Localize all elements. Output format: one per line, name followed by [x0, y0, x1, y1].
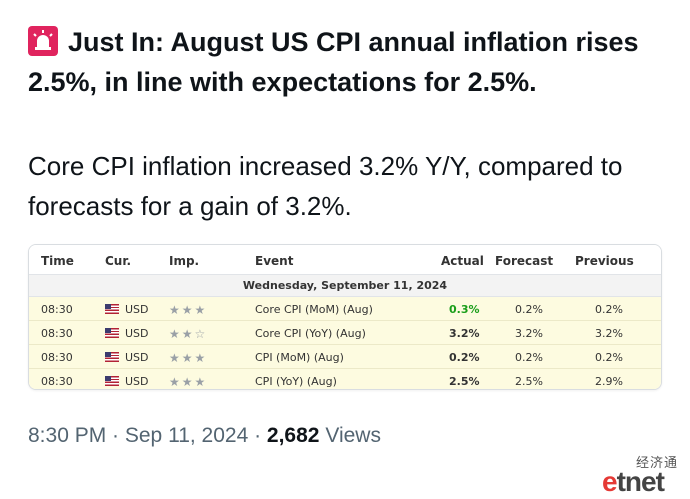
row-currency: USD [105, 351, 149, 364]
table-row[interactable]: 08:30 USD ★★☆ Core CPI (YoY) (Aug) 3.2% … [29, 321, 661, 345]
row-time: 08:30 [41, 351, 73, 364]
header-currency: Cur. [105, 254, 132, 268]
importance-stars-icon: ★★★ [169, 303, 208, 317]
row-currency: USD [105, 327, 149, 340]
us-flag-icon [105, 304, 119, 314]
post-headline: Just In: August US CPI annual inflation … [28, 22, 668, 102]
post-timestamp[interactable]: 8:30 PM · Sep 11, 2024 · [28, 424, 267, 447]
row-event[interactable]: CPI (MoM) (Aug) [255, 351, 344, 364]
row-event[interactable]: Core CPI (MoM) (Aug) [255, 303, 373, 316]
row-previous: 0.2% [595, 303, 623, 316]
row-event[interactable]: CPI (YoY) (Aug) [255, 375, 337, 388]
etnet-logo: etnet [602, 466, 665, 497]
row-actual: 0.2% [449, 351, 480, 364]
row-previous: 2.9% [595, 375, 623, 388]
headline-text: Just In: August US CPI annual inflation … [28, 27, 639, 97]
row-previous: 0.2% [595, 351, 623, 364]
table-row[interactable]: 08:30 USD ★★★ CPI (YoY) (Aug) 2.5% 2.5% … [29, 369, 661, 389]
row-actual: 2.5% [449, 375, 480, 388]
date-row: Wednesday, September 11, 2024 [29, 275, 661, 297]
us-flag-icon [105, 352, 119, 362]
importance-stars-icon: ★★☆ [169, 327, 208, 341]
row-forecast: 0.2% [515, 351, 543, 364]
row-forecast: 3.2% [515, 327, 543, 340]
post-meta: 8:30 PM · Sep 11, 2024 · 2,682 Views [28, 424, 381, 448]
header-time: Time [41, 254, 74, 268]
table-row[interactable]: 08:30 USD ★★★ Core CPI (MoM) (Aug) 0.3% … [29, 297, 661, 321]
post-body: Core CPI inflation increased 3.2% Y/Y, c… [28, 151, 623, 221]
row-previous: 3.2% [595, 327, 623, 340]
header-event: Event [255, 254, 294, 268]
table-row[interactable]: 08:30 USD ★★★ CPI (MoM) (Aug) 0.2% 0.2% … [29, 345, 661, 369]
importance-stars-icon: ★★★ [169, 375, 208, 389]
economic-calendar-table: Time Cur. Imp. Event Actual Forecast Pre… [28, 244, 662, 390]
watermark-chinese: 经济通 [636, 456, 679, 471]
row-actual: 0.3% [449, 303, 480, 316]
row-forecast: 2.5% [515, 375, 543, 388]
us-flag-icon [105, 376, 119, 386]
row-event[interactable]: Core CPI (YoY) (Aug) [255, 327, 366, 340]
row-actual: 3.2% [449, 327, 480, 340]
header-importance: Imp. [169, 254, 200, 268]
header-previous: Previous [575, 254, 634, 268]
row-time: 08:30 [41, 327, 73, 340]
importance-stars-icon: ★★★ [169, 351, 208, 365]
police-light-icon [28, 26, 58, 56]
header-forecast: Forecast [495, 254, 554, 268]
row-time: 08:30 [41, 303, 73, 316]
us-flag-icon [105, 328, 119, 338]
row-currency: USD [105, 303, 149, 316]
row-currency: USD [105, 375, 149, 388]
table-header: Time Cur. Imp. Event Actual Forecast Pre… [29, 245, 661, 275]
header-actual: Actual [441, 254, 484, 268]
row-forecast: 0.2% [515, 303, 543, 316]
row-time: 08:30 [41, 375, 73, 388]
views-count: 2,682 [266, 424, 320, 447]
views-label: Views [319, 424, 381, 447]
